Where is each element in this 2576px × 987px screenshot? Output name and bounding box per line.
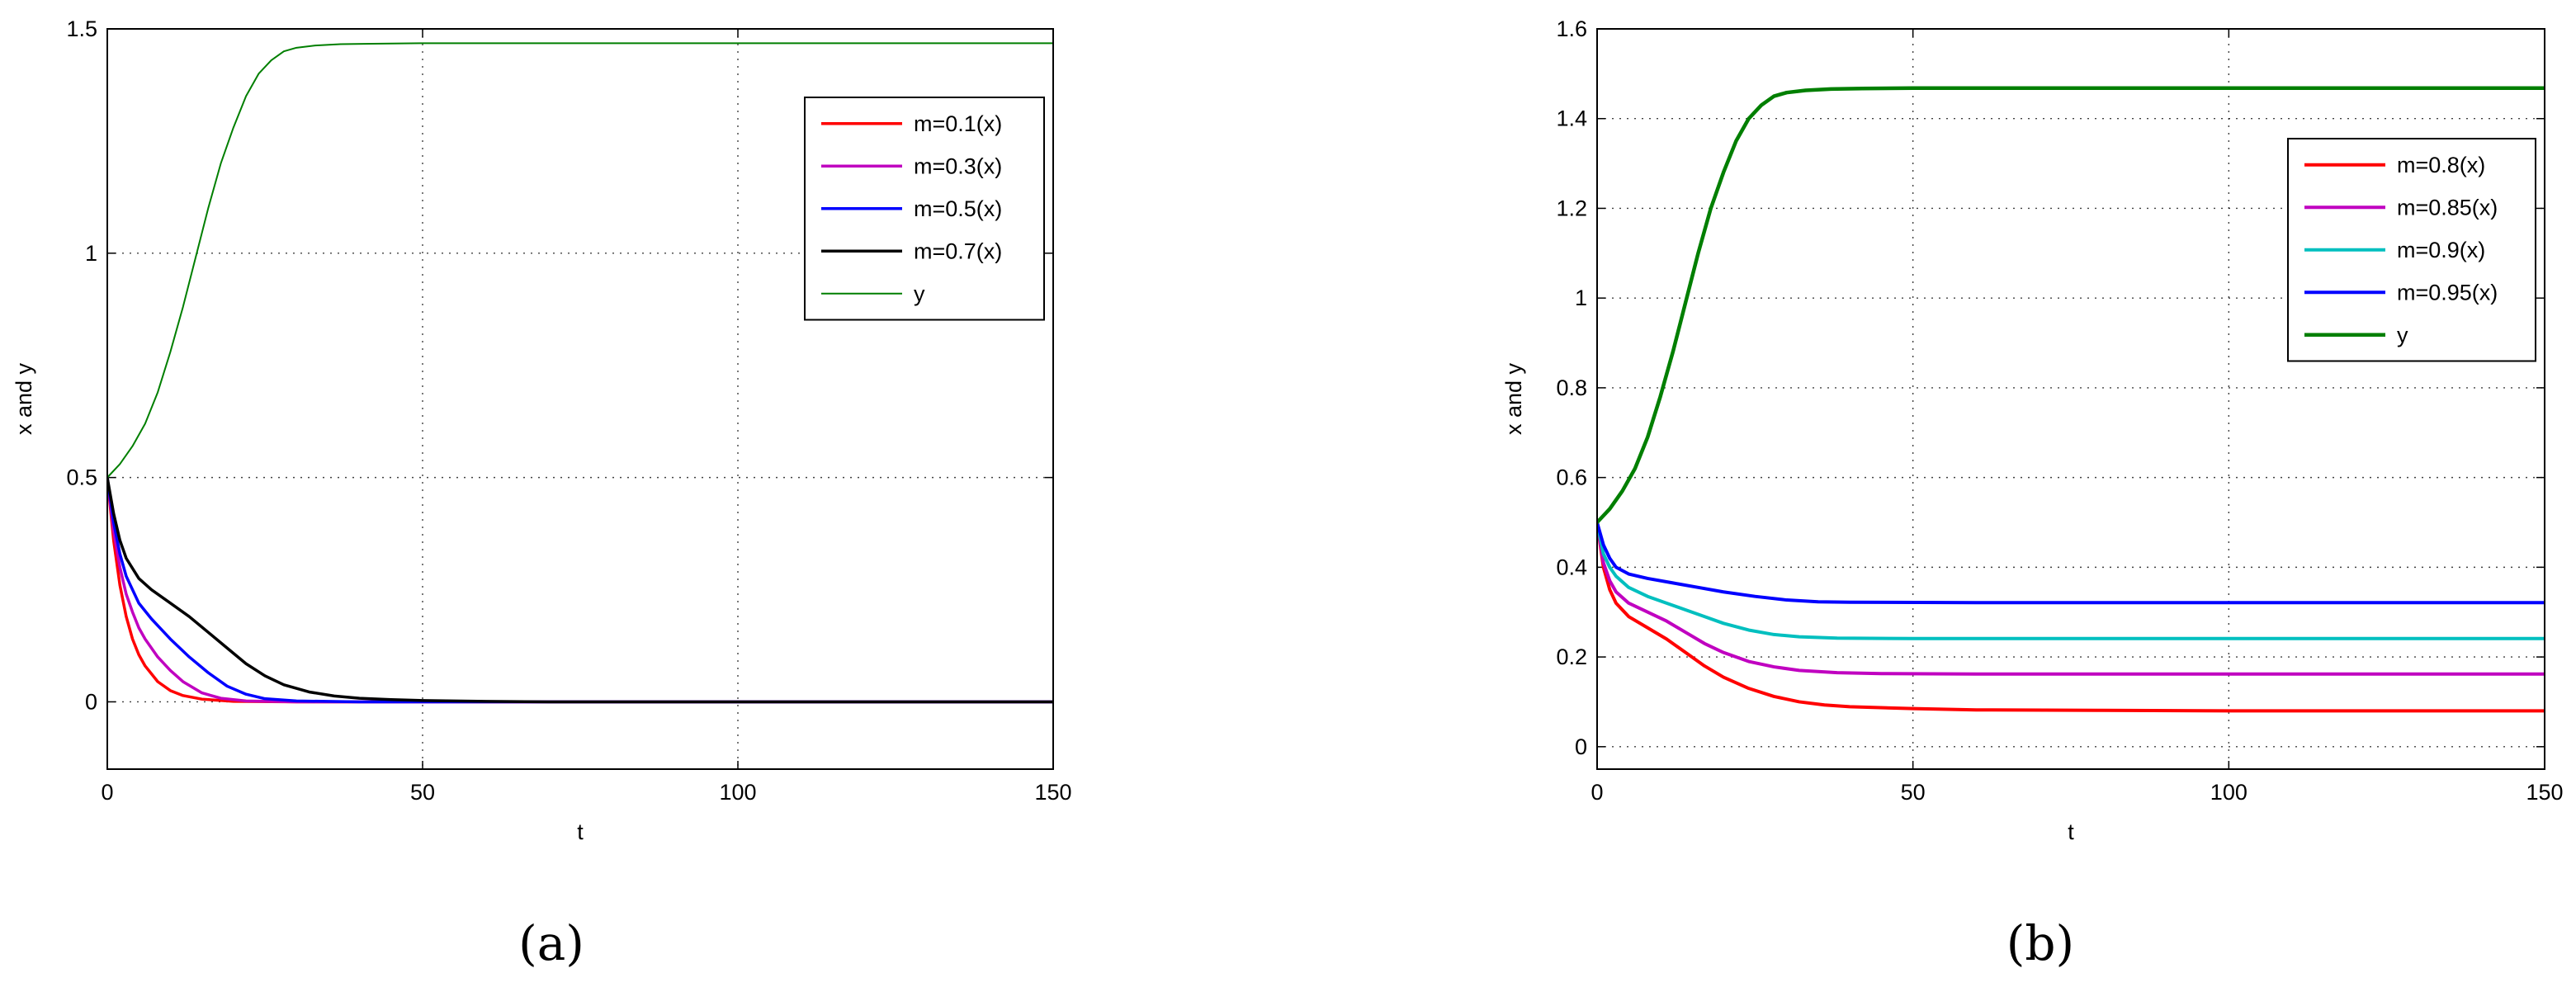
- legend-label: m=0.7(x): [914, 238, 1002, 263]
- legend-label: y: [914, 281, 925, 306]
- x-tick-label: 0: [1591, 780, 1603, 805]
- y-tick-label: 0: [1575, 734, 1587, 759]
- legend-label: m=0.5(x): [914, 196, 1002, 221]
- series-line: [1597, 521, 2545, 676]
- series-group: [1597, 86, 2545, 713]
- legend: m=0.1(x) m=0.3(x) m=0.5(x) m=0.7(x) y: [804, 97, 1045, 321]
- series-line: [107, 42, 1053, 479]
- y-tick-label: 0: [85, 689, 97, 714]
- x-tick-label: 150: [2526, 780, 2563, 805]
- legend-label: m=0.85(x): [2397, 195, 2498, 220]
- y-tick-label: 1.4: [1556, 106, 1587, 131]
- y-tick-label: 1: [1575, 286, 1587, 310]
- chart-panel-a: 0 50 100 150 0 0.5 1 1.5 t x and y m=0.1(x) m=0.3(x…: [12, 17, 1072, 971]
- legend-label: m=0.1(x): [914, 111, 1002, 136]
- legend-label: m=0.3(x): [914, 153, 1002, 178]
- y-tick-label: 1.2: [1556, 196, 1587, 220]
- x-tick-label: 100: [719, 780, 756, 805]
- y-axis-label: x and y: [1501, 362, 1526, 435]
- series-line: [107, 475, 1053, 704]
- series-line: [1597, 86, 2545, 525]
- y-axis-label: x and y: [12, 362, 36, 435]
- series-line: [1597, 521, 2545, 713]
- y-tick-label: 1.6: [1556, 17, 1587, 41]
- x-axis-label: t: [577, 819, 584, 844]
- x-tick-label: 100: [2210, 780, 2248, 805]
- axes-frame: [1596, 28, 2545, 770]
- y-tick-label: 1: [85, 241, 97, 266]
- series-line: [1597, 521, 2545, 640]
- x-tick-label: 50: [1901, 780, 1926, 805]
- legend-label: m=0.8(x): [2397, 153, 2485, 177]
- x-tick-label: 150: [1034, 780, 1071, 805]
- y-tick-label: 1.5: [66, 17, 97, 41]
- legend-label: m=0.95(x): [2397, 280, 2498, 305]
- series-line: [107, 475, 1053, 704]
- x-axis-label: t: [2068, 819, 2074, 844]
- series-line: [107, 475, 1053, 704]
- y-tick-label: 0.8: [1556, 375, 1587, 400]
- panel-caption: (a): [518, 915, 584, 971]
- x-tick-label: 50: [410, 780, 435, 805]
- series-line: [107, 475, 1053, 704]
- y-tick-label: 0.6: [1556, 465, 1587, 490]
- legend-label: m=0.9(x): [2397, 238, 2485, 262]
- legend: m=0.8(x) m=0.85(x) m=0.9(x) m=0.95(x) y: [2287, 138, 2536, 362]
- axes-frame: [106, 28, 1054, 770]
- y-tick-label: 0.2: [1556, 645, 1587, 669]
- x-tick-label: 0: [101, 780, 113, 805]
- legend-label: y: [2397, 323, 2408, 347]
- series-group: [107, 42, 1053, 704]
- chart-panel-b: 0 50 100 150 0 0.2 0.4 0.6 0.8 1 1.2 1.4 1.6 t x and y…: [1501, 17, 2564, 971]
- y-tick-label: 0.5: [66, 465, 97, 490]
- series-line: [1597, 521, 2545, 605]
- y-tick-label: 0.4: [1556, 555, 1587, 579]
- panel-caption: (b): [2006, 915, 2074, 971]
